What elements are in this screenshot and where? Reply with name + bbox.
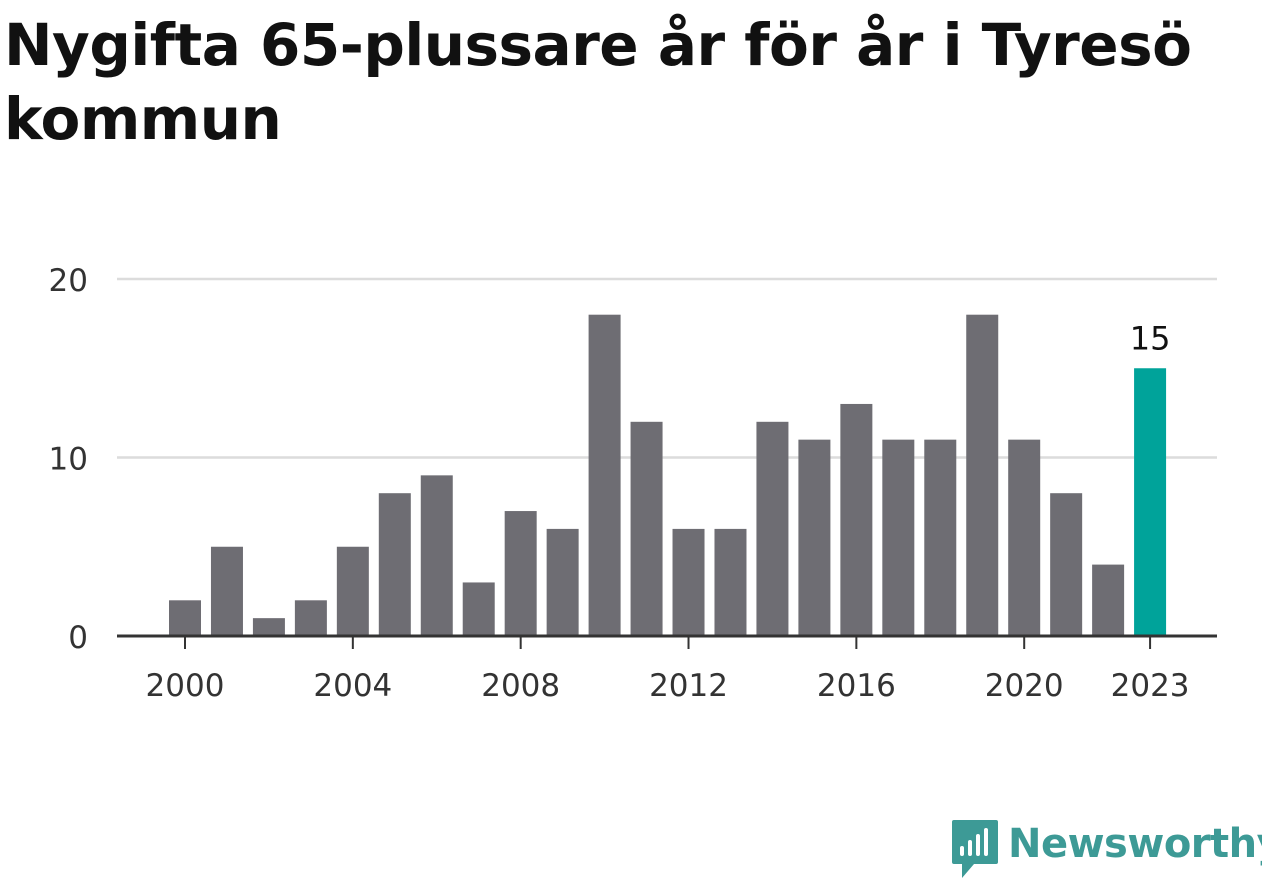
bar-2021 xyxy=(1050,493,1083,636)
y-tick-label-0: 0 xyxy=(68,620,88,656)
x-tick-label-2012: 2012 xyxy=(649,668,728,704)
x-tick-label-2023: 2023 xyxy=(1111,668,1190,704)
bar-2002 xyxy=(252,618,285,636)
bar-2004 xyxy=(336,546,369,636)
chart-title: Nygifta 65-plussare år för år i Tyresö k… xyxy=(4,11,1192,153)
bar-2018 xyxy=(924,439,957,636)
bar-2014 xyxy=(756,421,789,636)
bar-2013 xyxy=(714,528,747,636)
bar-2019 xyxy=(966,314,999,636)
bar-2011 xyxy=(630,421,663,636)
bar-2022 xyxy=(1092,564,1125,636)
x-tick-label-2020: 2020 xyxy=(985,668,1064,704)
axes xyxy=(117,634,1217,649)
bar-2020 xyxy=(1008,439,1041,636)
bars xyxy=(169,314,1167,636)
x-tick-label-2016: 2016 xyxy=(817,668,896,704)
bar-2007 xyxy=(462,582,495,636)
bar-2015 xyxy=(798,439,831,636)
bar-2006 xyxy=(420,475,453,636)
bar-2003 xyxy=(294,600,327,636)
bar-2005 xyxy=(378,493,411,636)
bar-2008 xyxy=(504,511,537,636)
x-tick-label-2008: 2008 xyxy=(481,668,560,704)
bar-2023 xyxy=(1134,368,1167,636)
newsworthy-bar-chart-bubble-icon xyxy=(952,820,998,878)
brand-name: Newsworthy xyxy=(1008,821,1262,867)
newsworthy-logo: Newsworthy xyxy=(950,818,1262,880)
bar-2000 xyxy=(169,600,201,636)
x-tick-label-2000: 2000 xyxy=(146,668,225,704)
labels: 0 10 20 2000 2004 2008 2012 2016 2020 2023 15 xyxy=(49,263,1190,704)
data-label-2023: 15 xyxy=(1130,319,1171,357)
gridlines xyxy=(117,277,1217,459)
bar-2016 xyxy=(840,403,873,636)
y-tick-label-10: 10 xyxy=(49,442,88,478)
y-tick-label-20: 20 xyxy=(49,263,88,299)
x-tick-label-2004: 2004 xyxy=(313,668,392,704)
bar-2012 xyxy=(672,528,705,636)
bar-2010 xyxy=(588,314,621,636)
bar-2001 xyxy=(210,546,243,636)
bar-2017 xyxy=(882,439,915,636)
bar-2009 xyxy=(546,528,579,636)
